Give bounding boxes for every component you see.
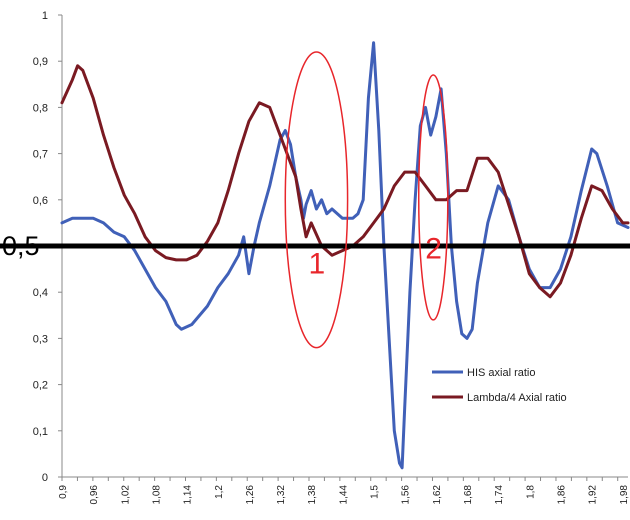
x-tick-label: 1,56 xyxy=(401,485,412,505)
y-tick-label: 1 xyxy=(42,10,48,22)
x-tick-label: 1,74 xyxy=(494,485,505,505)
y-tick-label: 0,3 xyxy=(33,333,48,345)
y-tick-label: 0 xyxy=(42,472,48,484)
annotation-label-1: 1 xyxy=(308,248,325,281)
x-tick-label: 1,86 xyxy=(556,485,567,505)
legend-label-2: Lambda/4 Axial ratio xyxy=(467,392,567,404)
x-tick-label: 0,96 xyxy=(89,485,100,505)
series-line-1 xyxy=(60,41,630,470)
x-tick-label: 1,2 xyxy=(214,485,225,499)
x-tick-label: 1,38 xyxy=(307,485,318,505)
annotation-ellipse-2 xyxy=(417,74,449,321)
x-tick-label: 1,02 xyxy=(120,485,131,505)
x-ticks: 0,9 0,96 1,02 1,08 1,14 1,2 1,26 1,32 1,38 1,44 1,… xyxy=(58,477,630,504)
annotation-ellipse-1 xyxy=(284,51,349,349)
legend: HIS axial ratio Lambda/4 Axial ratio xyxy=(432,367,567,404)
x-tick-label: 1,5 xyxy=(370,485,381,499)
annotation-label-2: 2 xyxy=(425,233,442,266)
x-tick-label: 1,08 xyxy=(151,485,162,505)
x-tick-label: 1,68 xyxy=(463,485,474,505)
y-tick-label: 0,4 xyxy=(33,287,48,299)
x-tick-label: 1,62 xyxy=(432,485,443,505)
y-tick-label: 0,2 xyxy=(33,380,48,392)
y-tick-label: 0,8 xyxy=(33,102,48,114)
y-tick-label: 0,9 xyxy=(33,56,48,68)
x-tick-label: 1,14 xyxy=(183,485,194,505)
legend-label-1: HIS axial ratio xyxy=(467,367,535,379)
reference-line-group: 0,5 xyxy=(0,231,630,261)
x-tick-label: 1,92 xyxy=(588,485,599,505)
y-ticks: 0 0,1 0,2 0,3 0,4 0,6 0,7 0,8 0,9 1 xyxy=(33,10,62,484)
y-tick-label: 0,1 xyxy=(33,426,48,438)
x-tick-label: 0,9 xyxy=(58,485,69,499)
x-tick-label: 1,98 xyxy=(619,485,630,505)
x-tick-label: 1,26 xyxy=(245,485,256,505)
x-tick-label: 1,44 xyxy=(338,485,349,505)
reference-line-label: 0,5 xyxy=(2,231,40,261)
y-tick-label: 0,7 xyxy=(33,149,48,161)
x-tick-label: 1,8 xyxy=(525,485,536,499)
y-tick-label: 0,6 xyxy=(33,195,48,207)
x-tick-label: 1,32 xyxy=(276,485,287,505)
